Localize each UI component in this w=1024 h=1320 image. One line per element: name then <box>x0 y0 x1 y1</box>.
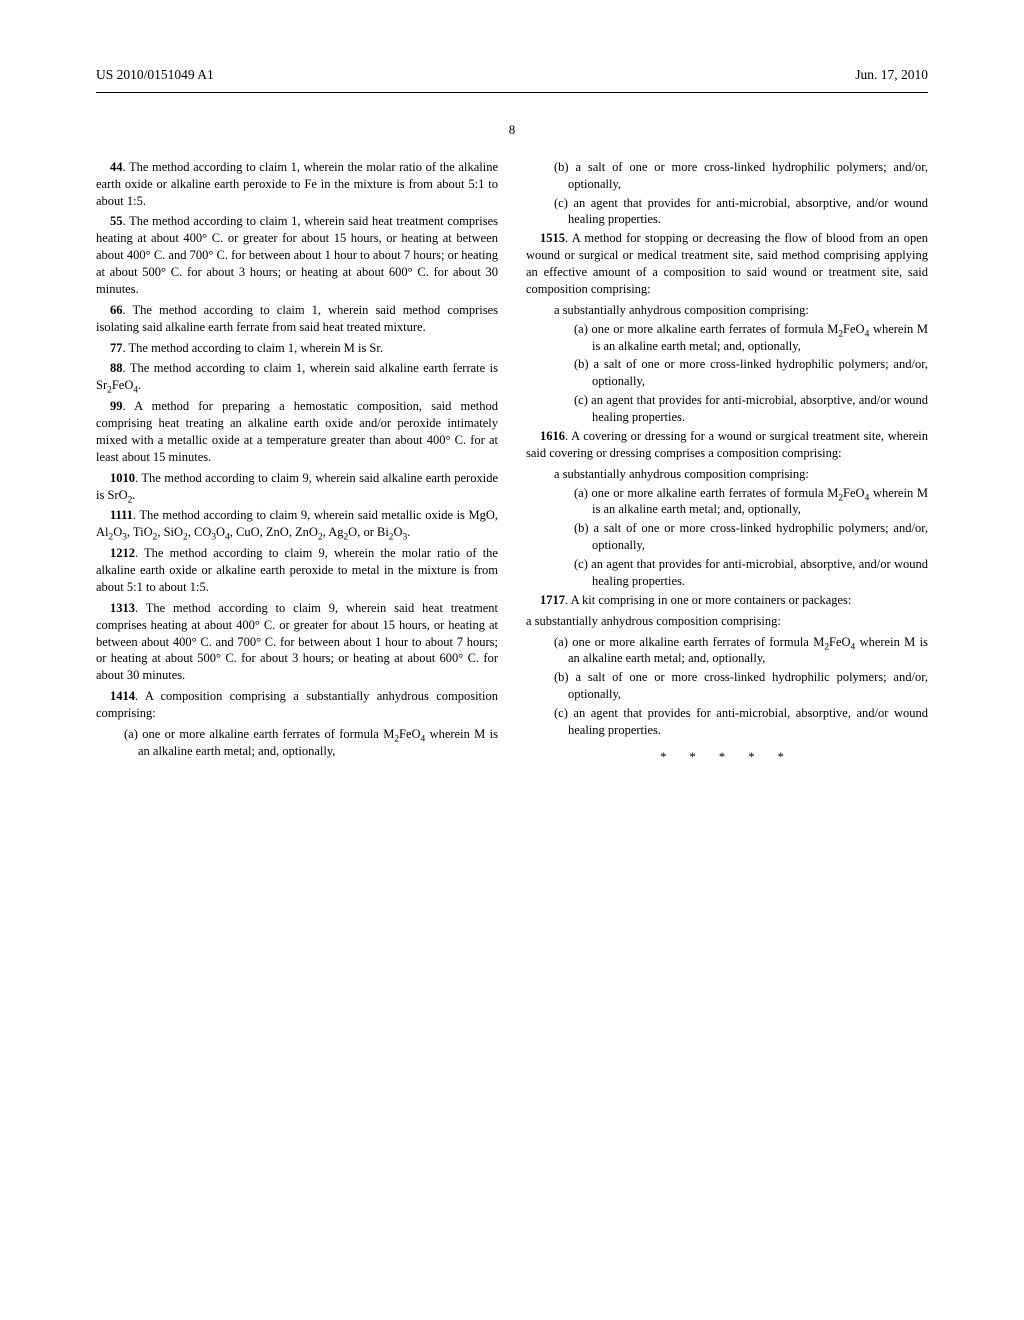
claim-5: 55. The method according to claim 1, whe… <box>96 213 498 297</box>
claim-17: 1717. A kit comprising in one or more co… <box>526 592 928 609</box>
claim-6-text: The method according to claim 1, wherein… <box>96 303 498 334</box>
claim-11-text-g: , CuO, ZnO, ZnO <box>230 525 318 539</box>
claim-17s: a substantially anhydrous composition co… <box>526 613 928 630</box>
claims-text: 44. The method according to claim 1, whe… <box>96 159 928 766</box>
claim-16c: (c) an agent that provides for anti-micr… <box>574 556 928 590</box>
claim-14: 1414. A composition comprising a substan… <box>96 688 498 722</box>
claim-8-text-c: . <box>138 378 141 392</box>
claim-15a-mid: FeO <box>843 322 865 336</box>
claim-8: 88. The method according to claim 1, whe… <box>96 360 498 394</box>
claim-8-text-a: The method according to claim 1, wherein… <box>96 361 498 392</box>
end-stars: * * * * * <box>526 749 928 766</box>
claim-15a: (a) one or more alkaline earth ferrates … <box>574 321 928 355</box>
claim-17c: (c) an agent that provides for anti-micr… <box>554 705 928 739</box>
claim-15: 1515. A method for stopping or decreasin… <box>526 230 928 298</box>
header-rule <box>96 92 928 93</box>
claim-11-text-h: , Ag <box>323 525 344 539</box>
claim-10: 1010. The method according to claim 9, w… <box>96 470 498 504</box>
claim-16a-pre: (a) one or more alkaline earth ferrates … <box>574 486 838 500</box>
publication-date: Jun. 17, 2010 <box>855 66 928 84</box>
page-number: 8 <box>96 121 928 139</box>
claim-11: 1111. The method according to claim 9, w… <box>96 507 498 541</box>
claim-15a-pre: (a) one or more alkaline earth ferrates … <box>574 322 838 336</box>
claim-15s: a substantially anhydrous composition co… <box>554 302 928 319</box>
claim-17-text: A kit comprising in one or more containe… <box>571 593 852 607</box>
claim-15b: (b) a salt of one or more cross-linked h… <box>574 356 928 390</box>
claim-16-text: A covering or dressing for a wound or su… <box>526 429 928 460</box>
claim-15c: (c) an agent that provides for anti-micr… <box>574 392 928 426</box>
publication-number: US 2010/0151049 A1 <box>96 66 214 84</box>
claim-16a-mid: FeO <box>843 486 865 500</box>
claim-16: 1616. A covering or dressing for a wound… <box>526 428 928 462</box>
claim-11-text-f: O <box>216 525 225 539</box>
claim-11-text-e: , CO <box>188 525 212 539</box>
claim-8-text-b: FeO <box>112 378 134 392</box>
claim-17a-mid: FeO <box>829 635 851 649</box>
claim-14a-pre: (a) one or more alkaline earth ferrates … <box>124 727 394 741</box>
claim-11-text-b: O <box>113 525 122 539</box>
claim-7: 77. The method according to claim 1, whe… <box>96 340 498 357</box>
claim-14a: (a) one or more alkaline earth ferrates … <box>124 726 498 760</box>
claim-14-text: A composition comprising a substantially… <box>96 689 498 720</box>
claim-5-text: The method according to claim 1, wherein… <box>96 214 498 296</box>
claim-11-text-c: , TiO <box>127 525 153 539</box>
claim-4-text: The method according to claim 1, wherein… <box>96 160 498 208</box>
claim-11-text-d: , SiO <box>157 525 183 539</box>
claim-16a: (a) one or more alkaline earth ferrates … <box>574 485 928 519</box>
claim-4: 44. The method according to claim 1, whe… <box>96 159 498 210</box>
claim-12-text: The method according to claim 9, wherein… <box>96 546 498 594</box>
claim-16b: (b) a salt of one or more cross-linked h… <box>574 520 928 554</box>
claim-17a: (a) one or more alkaline earth ferrates … <box>554 634 928 668</box>
claim-12: 1212. The method according to claim 9, w… <box>96 545 498 596</box>
claim-10-text-b: . <box>132 488 135 502</box>
claim-14b: (b) a salt of one or more cross-linked h… <box>554 159 928 193</box>
claim-9-text: A method for preparing a hemostatic comp… <box>96 399 498 464</box>
claim-10-text-a: The method according to claim 9, wherein… <box>96 471 498 502</box>
claim-16s: a substantially anhydrous composition co… <box>554 466 928 483</box>
claim-17a-pre: (a) one or more alkaline earth ferrates … <box>554 635 824 649</box>
page-header: US 2010/0151049 A1 Jun. 17, 2010 <box>96 66 928 84</box>
claim-11-text-i: O, or Bi <box>348 525 389 539</box>
claim-11-text-k: . <box>407 525 410 539</box>
claim-14a-mid: FeO <box>399 727 421 741</box>
claim-17b: (b) a salt of one or more cross-linked h… <box>554 669 928 703</box>
claim-15-text: A method for stopping or decreasing the … <box>526 231 928 296</box>
claim-6: 66. The method according to claim 1, whe… <box>96 302 498 336</box>
claim-13: 1313. The method according to claim 9, w… <box>96 600 498 684</box>
claim-9: 99. A method for preparing a hemostatic … <box>96 398 498 466</box>
claim-7-text: The method according to claim 1, wherein… <box>129 341 383 355</box>
claim-11-text-j: O <box>393 525 402 539</box>
claim-13-text: The method according to claim 9, wherein… <box>96 601 498 683</box>
claim-14c: (c) an agent that provides for anti-micr… <box>554 195 928 229</box>
